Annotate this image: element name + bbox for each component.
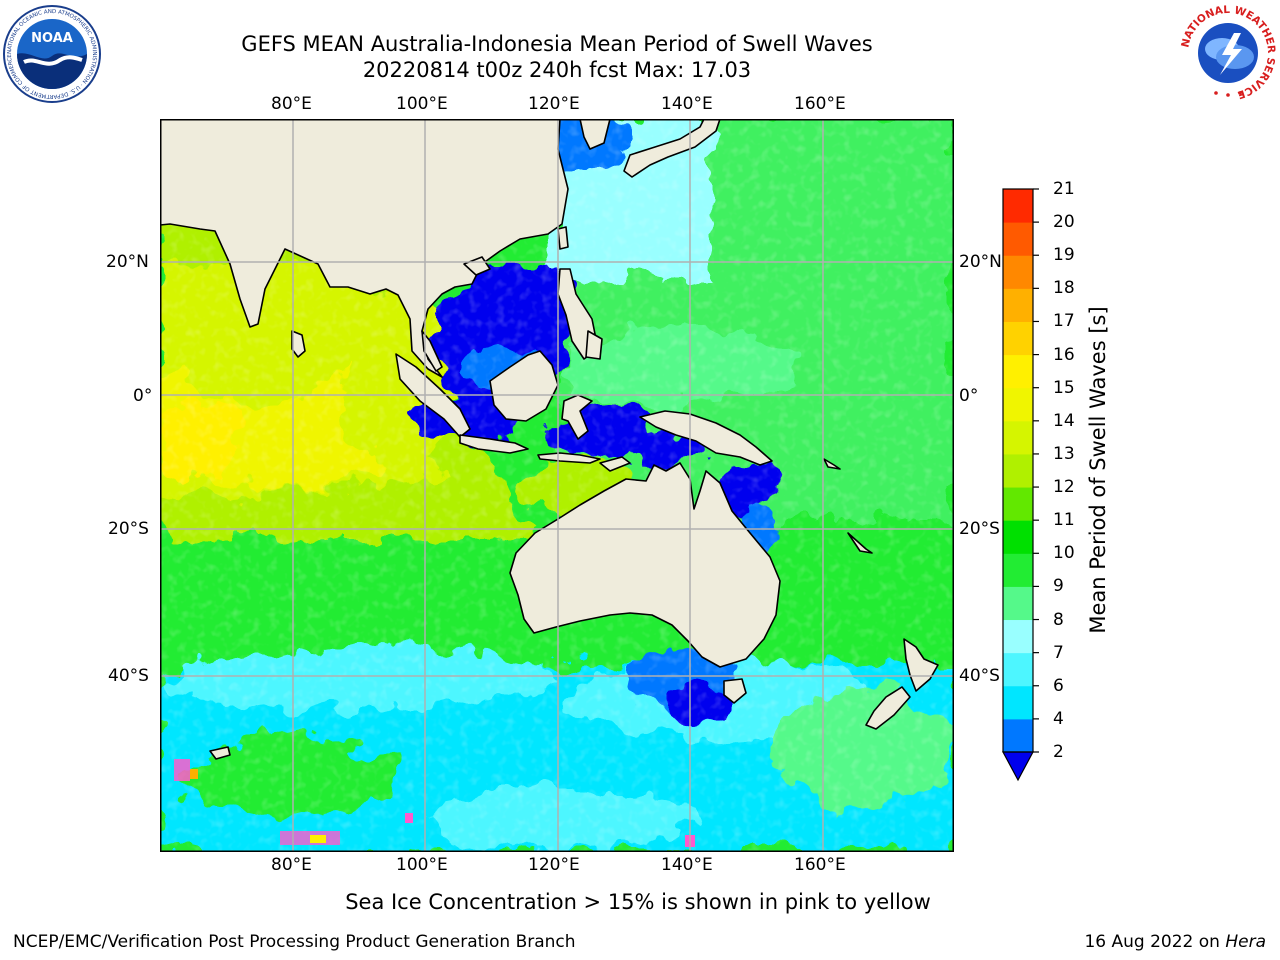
colorbar-tick-label: 7 [1053, 642, 1064, 663]
run-date: 16 Aug 2022 on Hera [1084, 932, 1266, 952]
lon-tick-top-160e: 160°E [794, 94, 846, 114]
colorbar-tick-label: 14 [1053, 410, 1075, 431]
lat-tick-left-0: 0° [133, 386, 153, 406]
lat-tick-right-40s: 40°S [959, 666, 1000, 686]
colorbar-tick-label: 4 [1053, 708, 1064, 729]
lon-tick-top-80e: 80°E [271, 94, 312, 114]
colorbar-swatch [1003, 189, 1033, 223]
colorbar-title: Mean Period of Swell Waves [s] [1086, 306, 1110, 634]
lon-tick-bottom-100e: 100°E [396, 855, 448, 875]
colorbar-swatch [1003, 420, 1033, 455]
colorbar-swatch [1003, 553, 1033, 587]
colorbar-tick-label: 9 [1053, 576, 1064, 597]
map-gridlines [160, 119, 954, 852]
colorbar-swatch [1003, 222, 1033, 256]
colorbar-swatch [1003, 685, 1033, 720]
chart-title: GEFS MEAN Australia-Indonesia Mean Perio… [241, 32, 873, 56]
lat-tick-right-0: 0° [959, 386, 979, 406]
nws-logo: NATIONAL WEATHER SERVICE [1179, 4, 1277, 101]
colorbar-swatch [1003, 718, 1033, 753]
lon-tick-top-100e: 100°E [396, 94, 448, 114]
map-frame [160, 119, 954, 852]
noaa-logo: NATIONAL OCEANIC AND ATMOSPHERIC ADMINIS… [3, 5, 101, 103]
colorbar-swatch [1003, 321, 1033, 356]
colorbar-tick-label: 11 [1053, 510, 1075, 531]
lon-tick-top-140e: 140°E [661, 94, 713, 114]
lon-tick-bottom-160e: 160°E [794, 855, 846, 875]
colorbar-tick-label: 2 [1053, 742, 1064, 762]
lat-tick-right-20s: 20°S [959, 519, 1000, 539]
lon-tick-top-120e: 120°E [528, 94, 580, 114]
colorbar-tick-label: 19 [1053, 245, 1075, 266]
colorbar-tick-label: 15 [1053, 377, 1075, 398]
colorbar-tick-label: 12 [1053, 477, 1075, 498]
colorbar-swatch [1003, 487, 1033, 521]
colorbar-tick-label: 20 [1053, 212, 1075, 233]
lat-tick-right-20n: 20°N [959, 252, 1002, 272]
colorbar-tick-label: 18 [1053, 278, 1075, 299]
lat-tick-left-20n: 20°N [106, 252, 149, 272]
lat-tick-left-20s: 20°S [108, 519, 149, 539]
colorbar-tick-label: 10 [1053, 543, 1075, 564]
svg-text:NOAA: NOAA [31, 31, 73, 46]
host-name: Hera [1225, 932, 1266, 952]
colorbar-tick-label: 17 [1053, 311, 1075, 332]
colorbar-swatch [1003, 354, 1033, 389]
lat-tick-left-40s: 40°S [108, 666, 149, 686]
colorbar-swatch [1003, 652, 1033, 687]
swell-period-map [160, 119, 954, 852]
colorbar-extend-triangle [1002, 751, 1035, 782]
colorbar-tick-label: 8 [1053, 609, 1064, 630]
sea-ice-caption: Sea Ice Concentration > 15% is shown in … [345, 890, 931, 914]
colorbar-swatch [1003, 387, 1033, 422]
colorbar-swatch [1003, 520, 1033, 554]
producer-credit: NCEP/EMC/Verification Post Processing Pr… [13, 932, 576, 952]
colorbar-frame [1002, 188, 1034, 753]
colorbar-swatch [1003, 288, 1033, 322]
colorbar-tick-label: 21 [1053, 179, 1075, 199]
lon-tick-bottom-140e: 140°E [661, 855, 713, 875]
colorbar-swatch [1003, 255, 1033, 289]
colorbar-tick-label: 13 [1053, 443, 1075, 464]
lon-tick-bottom-80e: 80°E [271, 855, 312, 875]
colorbar-tick-label: 16 [1053, 344, 1075, 365]
colorbar [1002, 188, 1039, 782]
colorbar-swatch [1003, 619, 1033, 654]
colorbar-tick-label: 6 [1053, 675, 1064, 696]
colorbar-swatch [1003, 453, 1033, 488]
land-masses [160, 119, 939, 760]
colorbar-swatch [1003, 586, 1033, 621]
chart-subtitle: 20220814 t00z 240h fcst Max: 17.03 [362, 58, 752, 82]
lon-tick-bottom-120e: 120°E [528, 855, 580, 875]
